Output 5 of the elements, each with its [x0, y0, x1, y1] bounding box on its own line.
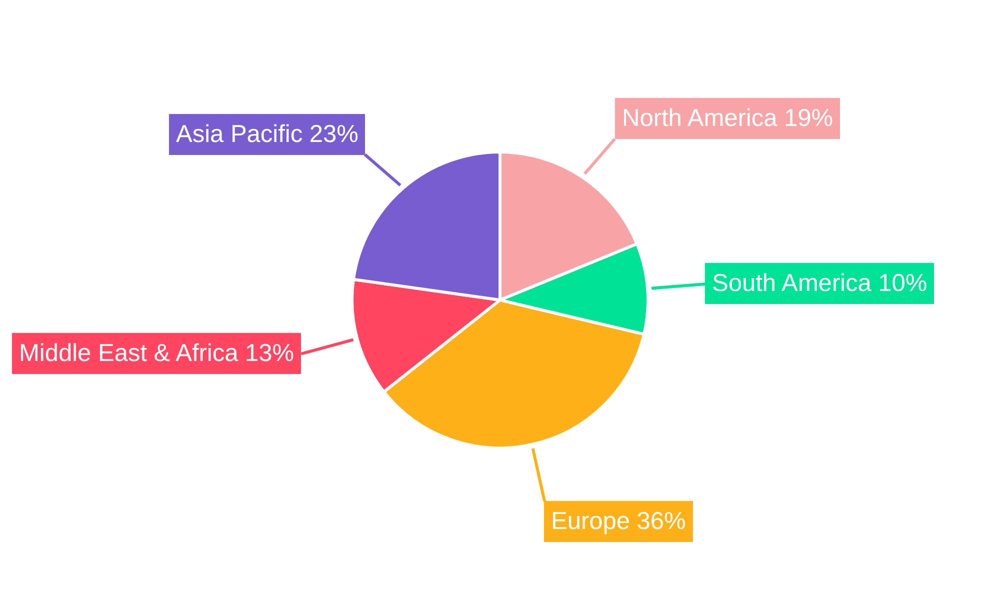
slice-label: Europe 36% — [551, 508, 686, 535]
slice-label: Middle East & Africa 13% — [19, 340, 294, 367]
slice-label: Asia Pacific 23% — [176, 121, 358, 148]
slice-label: North America 19% — [622, 105, 834, 132]
slice-label: South America 10% — [712, 270, 928, 297]
